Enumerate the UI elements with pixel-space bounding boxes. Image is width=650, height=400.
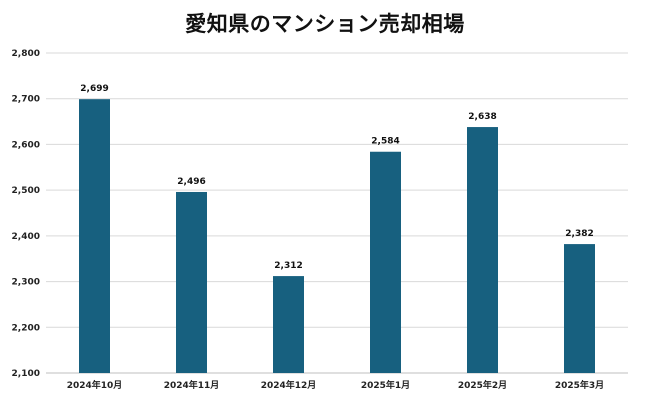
bar-1 (176, 191, 207, 373)
bar-3 (370, 151, 401, 373)
y-tick-label: 2,300 (12, 278, 40, 288)
x-category-label: 2025年1月 (361, 379, 410, 391)
data-labels: 2,699 2,496 2,312 2,584 2,638 2,382 (80, 84, 593, 271)
x-category-label: 2025年3月 (555, 379, 604, 391)
data-label: 2,496 (177, 177, 205, 187)
data-label: 2,638 (468, 112, 496, 122)
gridlines (46, 52, 628, 374)
x-category-label: 2024年12月 (261, 379, 317, 391)
chart-title: 愛知県のマンション売却相場 (185, 12, 465, 36)
bars (79, 99, 595, 374)
data-label: 2,699 (80, 84, 108, 94)
y-tick-label: 2,700 (12, 95, 40, 105)
x-category-label: 2024年11月 (164, 379, 220, 391)
y-axis-ticks: 2,100 2,200 2,300 2,400 2,500 2,600 2,700 2,800 (12, 49, 40, 379)
y-tick-label: 2,200 (12, 323, 40, 333)
y-tick-label: 2,100 (12, 369, 40, 379)
data-label: 2,382 (565, 229, 593, 239)
y-tick-label: 2,800 (12, 49, 40, 59)
data-label: 2,584 (371, 137, 399, 147)
data-label: 2,312 (274, 261, 302, 271)
bar-4 (467, 127, 498, 373)
bar-0 (79, 99, 110, 374)
y-tick-label: 2,400 (12, 232, 40, 242)
y-tick-label: 2,600 (12, 140, 40, 150)
x-category-label: 2025年2月 (458, 379, 507, 391)
x-axis-categories: 2024年10月 2024年11月 2024年12月 2025年1月 2025年2月 20… (67, 379, 604, 391)
bar-5 (564, 244, 595, 373)
y-tick-label: 2,500 (12, 186, 40, 196)
x-category-label: 2024年10月 (67, 379, 123, 391)
bar-2 (273, 276, 304, 373)
